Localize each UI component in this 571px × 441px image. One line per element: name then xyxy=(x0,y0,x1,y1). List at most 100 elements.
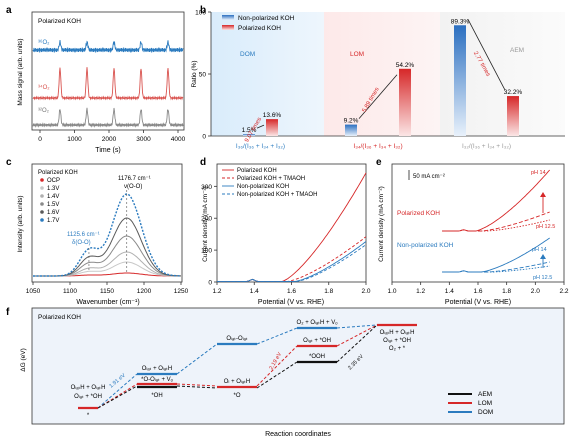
trace-label-36: ³⁶O₂ xyxy=(38,39,50,46)
panel-c-xticks: 1050 1100 1150 1200 1250 xyxy=(26,282,189,295)
pathway-connectors xyxy=(97,324,378,409)
bar-lom-nonpolarized xyxy=(345,124,357,136)
state-3a: Oₗₐₜ-Oₗₐₜ xyxy=(226,336,248,342)
panel-c: c Polarized KOH Intensity (arb. units) 1… xyxy=(6,157,189,306)
d-xtick-label: 2.0 xyxy=(361,288,370,295)
e-arrowhead-bottom xyxy=(540,254,546,259)
panel-b-ylabel: Ratio (%) xyxy=(191,60,198,87)
trace-36 xyxy=(32,39,184,54)
d-legend-label-3: Non-polarized KOH + TMAOH xyxy=(237,192,317,198)
panel-a: a Polarized KOH Mass signal (arb. units)… xyxy=(6,5,186,154)
panel-f-xlabel: Reaction coordinates xyxy=(265,431,331,438)
panel-a-xlabel: Time (s) xyxy=(95,147,120,154)
lsv-curve-1 xyxy=(217,236,367,282)
scale-bar-label: 50 mA cm⁻² xyxy=(413,174,445,180)
label-nonpolarized: Non-polarized KOH xyxy=(397,242,454,249)
panel-a-ylabel: Mass signal (arb. units) xyxy=(17,38,24,105)
c-xtick-label: 1150 xyxy=(100,288,114,295)
panel-d-ticks: 1.2 1.4 1.6 1.8 2.0 0 100 200 300 xyxy=(201,184,371,295)
state-2b: *O-Oₗₐₜ + Vₒ xyxy=(141,377,174,383)
panel-d-legend: Polarized KOH Polarized KOH + TMAOH Non-po… xyxy=(222,168,317,198)
group-name-lom: LOM xyxy=(350,51,364,58)
bar-aem-nonpolarized xyxy=(454,25,466,137)
panel-b-yticks: 0 50 100 xyxy=(195,10,211,141)
panel-f-label: f xyxy=(6,307,10,318)
e-pol-ph14 xyxy=(442,169,551,232)
trace-34 xyxy=(32,67,184,101)
state-4b: Oₗₐₜ + *OH xyxy=(303,338,331,344)
c-xtick-label: 1100 xyxy=(63,288,77,295)
d-xtick-label: 1.8 xyxy=(324,288,333,295)
bar-lom-polarized xyxy=(399,68,411,136)
panel-f-legend: AEM LOM DOM xyxy=(448,391,493,416)
lom-connector-3 xyxy=(256,345,298,387)
group-name-aem: AEM xyxy=(510,47,524,54)
annotation-dOO-wavenumber: 1125.6 cm⁻¹ xyxy=(67,232,100,238)
b-group-xlabel: I₃₂/(I₃₆ + I₃₄ + I₃₂) xyxy=(462,143,511,150)
state-3b: Oₗ + OₗₐₜH xyxy=(224,379,251,385)
annotation-vOO: ν(O-O) xyxy=(124,184,142,190)
b-ytick-label: 100 xyxy=(195,10,206,17)
dom-connector-2 xyxy=(176,343,218,375)
d-legend-label-2: Non-polarized KOH xyxy=(237,184,289,190)
panel-d-xlabel: Potential (V vs. RHE) xyxy=(258,299,324,306)
spectrum-1.7v xyxy=(33,193,181,277)
bar-dom-nonpolarized xyxy=(243,134,255,136)
panel-c-curves xyxy=(33,190,182,277)
e-nonpol-ph125 xyxy=(442,261,550,273)
c-xtick-label: 1050 xyxy=(26,288,41,295)
label-ph14-bottom: pH 14 xyxy=(532,247,547,253)
panel-e-ticks: 1.0 1.2 1.4 1.6 1.8 2.0 2.2 xyxy=(387,282,569,295)
panel-d: d Current density (mA cm⁻²) Potential (V… xyxy=(200,157,371,306)
label-ph14-top: pH 14 xyxy=(531,170,546,176)
aem-connector-3 xyxy=(256,361,298,389)
state-2a: Oₗₐₜ + OₗₐₜH xyxy=(142,366,173,372)
d-xtick-label: 1.2 xyxy=(212,288,221,295)
d-xtick-label: 1.4 xyxy=(250,288,259,295)
d-ytick-label: 100 xyxy=(201,248,212,255)
trace-label-34: ³⁴O₂ xyxy=(38,84,50,91)
c-xtick-label: 1250 xyxy=(174,288,189,295)
ratio-arrow xyxy=(358,74,398,119)
ratio-arrow xyxy=(256,124,265,129)
state-1c: * xyxy=(87,413,90,419)
panel-e-curves xyxy=(442,169,551,273)
state-labels: OₗₐₜH + OₗₐₜH Oₗₐₜ + *OH * Oₗₐₜ + OₗₐₜH … xyxy=(71,320,415,419)
trace-label-32: ³²O₂ xyxy=(38,108,50,114)
e-xtick-label: 1.8 xyxy=(502,288,511,295)
lom-background xyxy=(324,12,440,136)
bar-value-label: 89.3% xyxy=(451,18,470,25)
lom-connector-2 xyxy=(176,383,218,387)
bar-value-label: 1.5% xyxy=(242,127,257,134)
state-5a: OₗₐₜH + OₗₐₜH xyxy=(380,330,415,336)
dom-connector-1 xyxy=(97,373,138,409)
a-xtick-label: 4000 xyxy=(171,136,186,143)
e-nonpol-ph14 xyxy=(442,237,550,273)
legend-polarized: Polarized KOH xyxy=(238,25,281,32)
e-nonpol-ph125-b xyxy=(442,265,550,273)
e-xtick-label: 1.6 xyxy=(473,288,482,295)
legend-marker-1.3v xyxy=(40,186,44,190)
aem-connector-1 xyxy=(97,385,138,409)
panel-d-ylabel: Current density (mA cm⁻²) xyxy=(202,186,209,262)
state-5c: O₂ + * xyxy=(389,346,406,352)
panel-c-legend: OCP 1.3V 1.4V 1.5V 1.6V 1.7V xyxy=(40,178,60,224)
panel-e-label: e xyxy=(376,157,382,168)
label-ph125-bottom: pH 12.5 xyxy=(533,275,552,281)
e-xtick-label: 1.2 xyxy=(416,288,425,295)
panel-e-xlabel: Potential (V vs. RHE) xyxy=(445,299,511,306)
trace-32 xyxy=(32,107,184,128)
d-ytick-label: 200 xyxy=(201,216,212,223)
legend-marker-1.6v xyxy=(40,210,44,214)
panel-e-ylabel: Current density (mA cm⁻²) xyxy=(378,186,385,262)
legend-label-ocp: OCP xyxy=(47,178,60,184)
panel-e: e Current density (mA cm⁻²) Potential (V… xyxy=(376,157,569,306)
bar-aem-polarized xyxy=(507,96,519,136)
b-ytick-label: 0 xyxy=(202,134,206,141)
legend-marker-1.4v xyxy=(40,194,44,198)
state-1a: OₗₐₜH + OₗₐₜH xyxy=(71,385,106,391)
b-group-xlabel: I₃₆/(I₃₆ + I₃₄ + I₃₂) xyxy=(236,143,285,150)
panel-b-label: b xyxy=(200,5,206,16)
aem-connector-2 xyxy=(176,385,218,389)
panel-d-label: d xyxy=(200,157,206,168)
